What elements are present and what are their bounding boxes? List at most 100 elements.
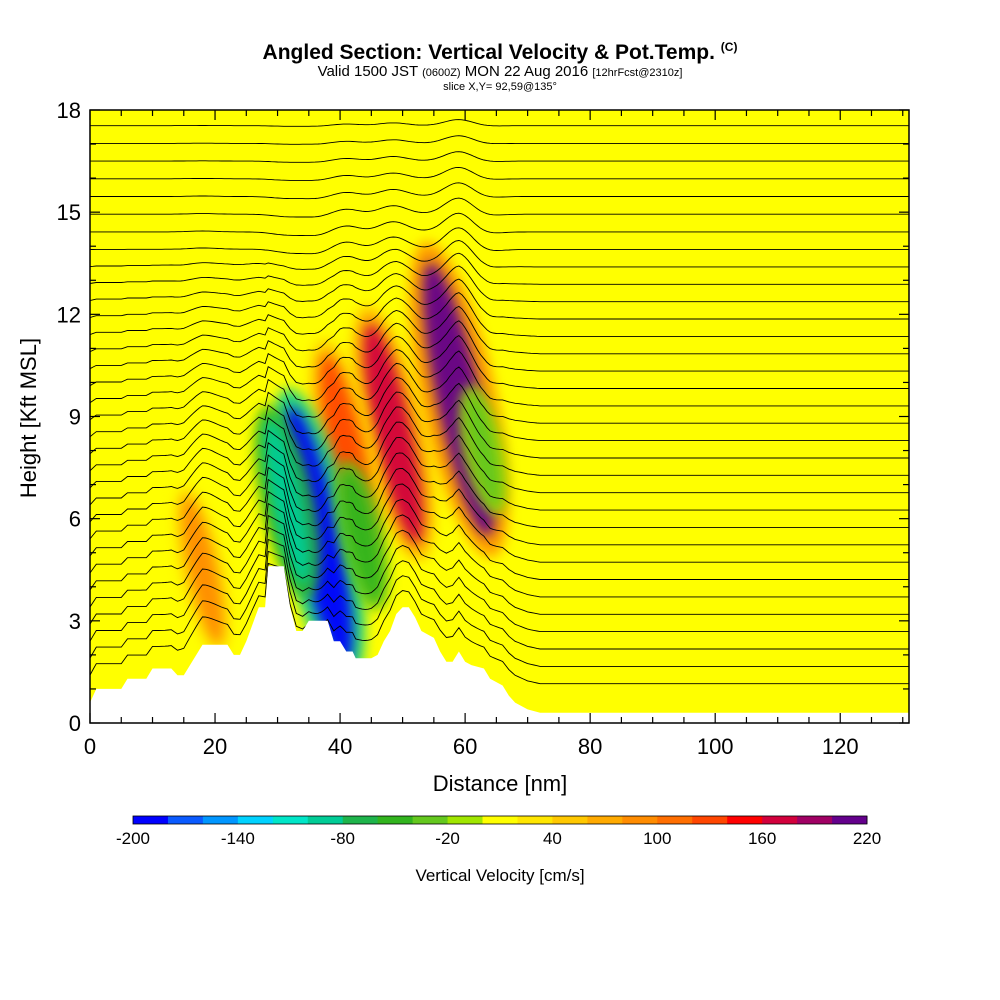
x-axis-label: Distance [nm]	[433, 771, 568, 796]
y-axis-label: Height [Kft MSL]	[16, 338, 41, 498]
valid-utc: (0600Z)	[422, 67, 461, 79]
isentrope-line	[90, 335, 909, 389]
isentrope-line	[90, 406, 909, 476]
isentrope-line	[90, 362, 909, 424]
isentrope-line	[90, 349, 909, 407]
title-block: Angled Section: Vertical Velocity & Pot.…	[0, 36, 1000, 93]
isentrope-line	[90, 212, 909, 237]
chart-title: Angled Section: Vertical Velocity & Pot.…	[0, 36, 1000, 64]
isentrope-line	[90, 305, 909, 355]
colorbar-swatch	[272, 816, 309, 824]
x-tick-label: 120	[822, 734, 859, 759]
colorbar-swatch	[832, 816, 868, 824]
title-tag: (C)	[720, 40, 738, 54]
colorbar-swatch	[797, 816, 833, 824]
isentrope-line	[90, 278, 909, 320]
colorbar-tick-label: 160	[748, 829, 776, 848]
isentrope-line	[90, 135, 909, 145]
valid-date: MON 22 Aug 2016	[464, 63, 589, 80]
isentrope-line	[90, 514, 909, 615]
colorbar-swatch	[133, 816, 169, 824]
forecast-tag: [12hrFcst@2310z]	[592, 67, 683, 79]
x-tick-label: 60	[453, 734, 477, 759]
colorbar-swatch	[587, 816, 623, 824]
potential-temperature-contours	[90, 103, 909, 685]
valid-time: Valid 1500 JST	[317, 63, 418, 80]
y-tick-label: 12	[57, 302, 81, 327]
isentrope-line	[90, 421, 909, 494]
colorbar-label: Vertical Velocity [cm/s]	[415, 866, 584, 885]
isentrope-line	[90, 151, 909, 163]
colorbar-swatch	[447, 816, 484, 824]
x-tick-label: 20	[203, 734, 227, 759]
isentrope-line	[90, 197, 909, 218]
isentrope-line	[90, 320, 909, 372]
x-tick-label: 100	[697, 734, 734, 759]
isentrope-line	[90, 478, 909, 563]
isentrope-line	[90, 466, 909, 546]
velocity-feature-2	[363, 323, 424, 544]
colorbar-swatch	[517, 816, 553, 824]
colorbar-swatch	[342, 816, 379, 824]
isentrope-line	[90, 240, 909, 270]
colorbar-swatch	[727, 816, 763, 824]
colorbar-swatch	[762, 816, 798, 824]
isentrope-line	[90, 166, 909, 181]
y-tick-label: 0	[69, 711, 81, 736]
colorbar: -200 -140 -80 -20 40 100 160 220	[116, 815, 881, 848]
y-axis-ticks: 0 3 6 9 12 15 18	[57, 98, 909, 736]
colorbar-swatch	[552, 816, 588, 824]
colorbar-tick-label: -200	[116, 829, 150, 848]
isentrope-line	[90, 391, 909, 459]
y-tick-label: 9	[69, 405, 81, 430]
isentrope-line	[90, 452, 909, 528]
isentrope-line	[90, 436, 909, 511]
colorbar-swatch	[412, 816, 449, 824]
colorbar-swatch	[202, 816, 239, 824]
y-tick-label: 3	[69, 609, 81, 634]
x-tick-label: 40	[328, 734, 352, 759]
velocity-feature-4	[181, 494, 224, 645]
colorbar-swatch	[482, 816, 518, 824]
colorbar-swatch	[307, 816, 344, 824]
isentrope-line	[90, 103, 909, 108]
isentrope-line	[90, 252, 909, 286]
slice-info: slice X,Y= 92,59@135°	[443, 81, 557, 93]
isentrope-line	[90, 377, 909, 442]
x-tick-label: 0	[84, 734, 96, 759]
colorbar-swatch	[657, 816, 693, 824]
x-tick-label: 80	[578, 734, 602, 759]
isentrope-line	[90, 265, 909, 303]
isentrope-line	[90, 538, 909, 650]
colorbar-swatch	[622, 816, 658, 824]
isentrope-line	[90, 502, 909, 598]
valid-line: Valid 1500 JST (0600Z) MON 22 Aug 2016 […	[0, 64, 1000, 81]
colorbar-tick-label: 100	[643, 829, 671, 848]
velocity-feature-8	[466, 393, 501, 508]
isentrope-line	[90, 490, 909, 580]
isentrope-line	[90, 562, 909, 685]
x-axis-ticks: 0 20 40 60 80 100 120	[84, 110, 904, 759]
colorbar-tick-label: -80	[330, 829, 355, 848]
colorbar-tick-label: -140	[221, 829, 255, 848]
colorbar-tick-label: -20	[435, 829, 460, 848]
isentrope-line	[90, 292, 909, 337]
y-tick-label: 18	[57, 98, 81, 123]
y-tick-label: 6	[69, 507, 81, 532]
isentrope-line	[90, 227, 909, 255]
colorbar-swatch	[167, 816, 204, 824]
isentrope-line	[90, 119, 909, 127]
isentrope-line	[90, 550, 909, 667]
colorbar-tick-label: 220	[853, 829, 881, 848]
title-main: Angled Section: Vertical Velocity & Pot.…	[262, 41, 715, 64]
terrain-mask	[90, 566, 909, 723]
velocity-feature-7	[342, 469, 382, 602]
colorbar-swatch	[377, 816, 414, 824]
colorbar-swatch	[692, 816, 728, 824]
isentrope-line	[90, 526, 909, 633]
colorbar-tick-label: 40	[543, 829, 562, 848]
isentrope-line	[90, 182, 909, 200]
y-tick-label: 15	[57, 200, 81, 225]
colorbar-swatch	[237, 816, 274, 824]
